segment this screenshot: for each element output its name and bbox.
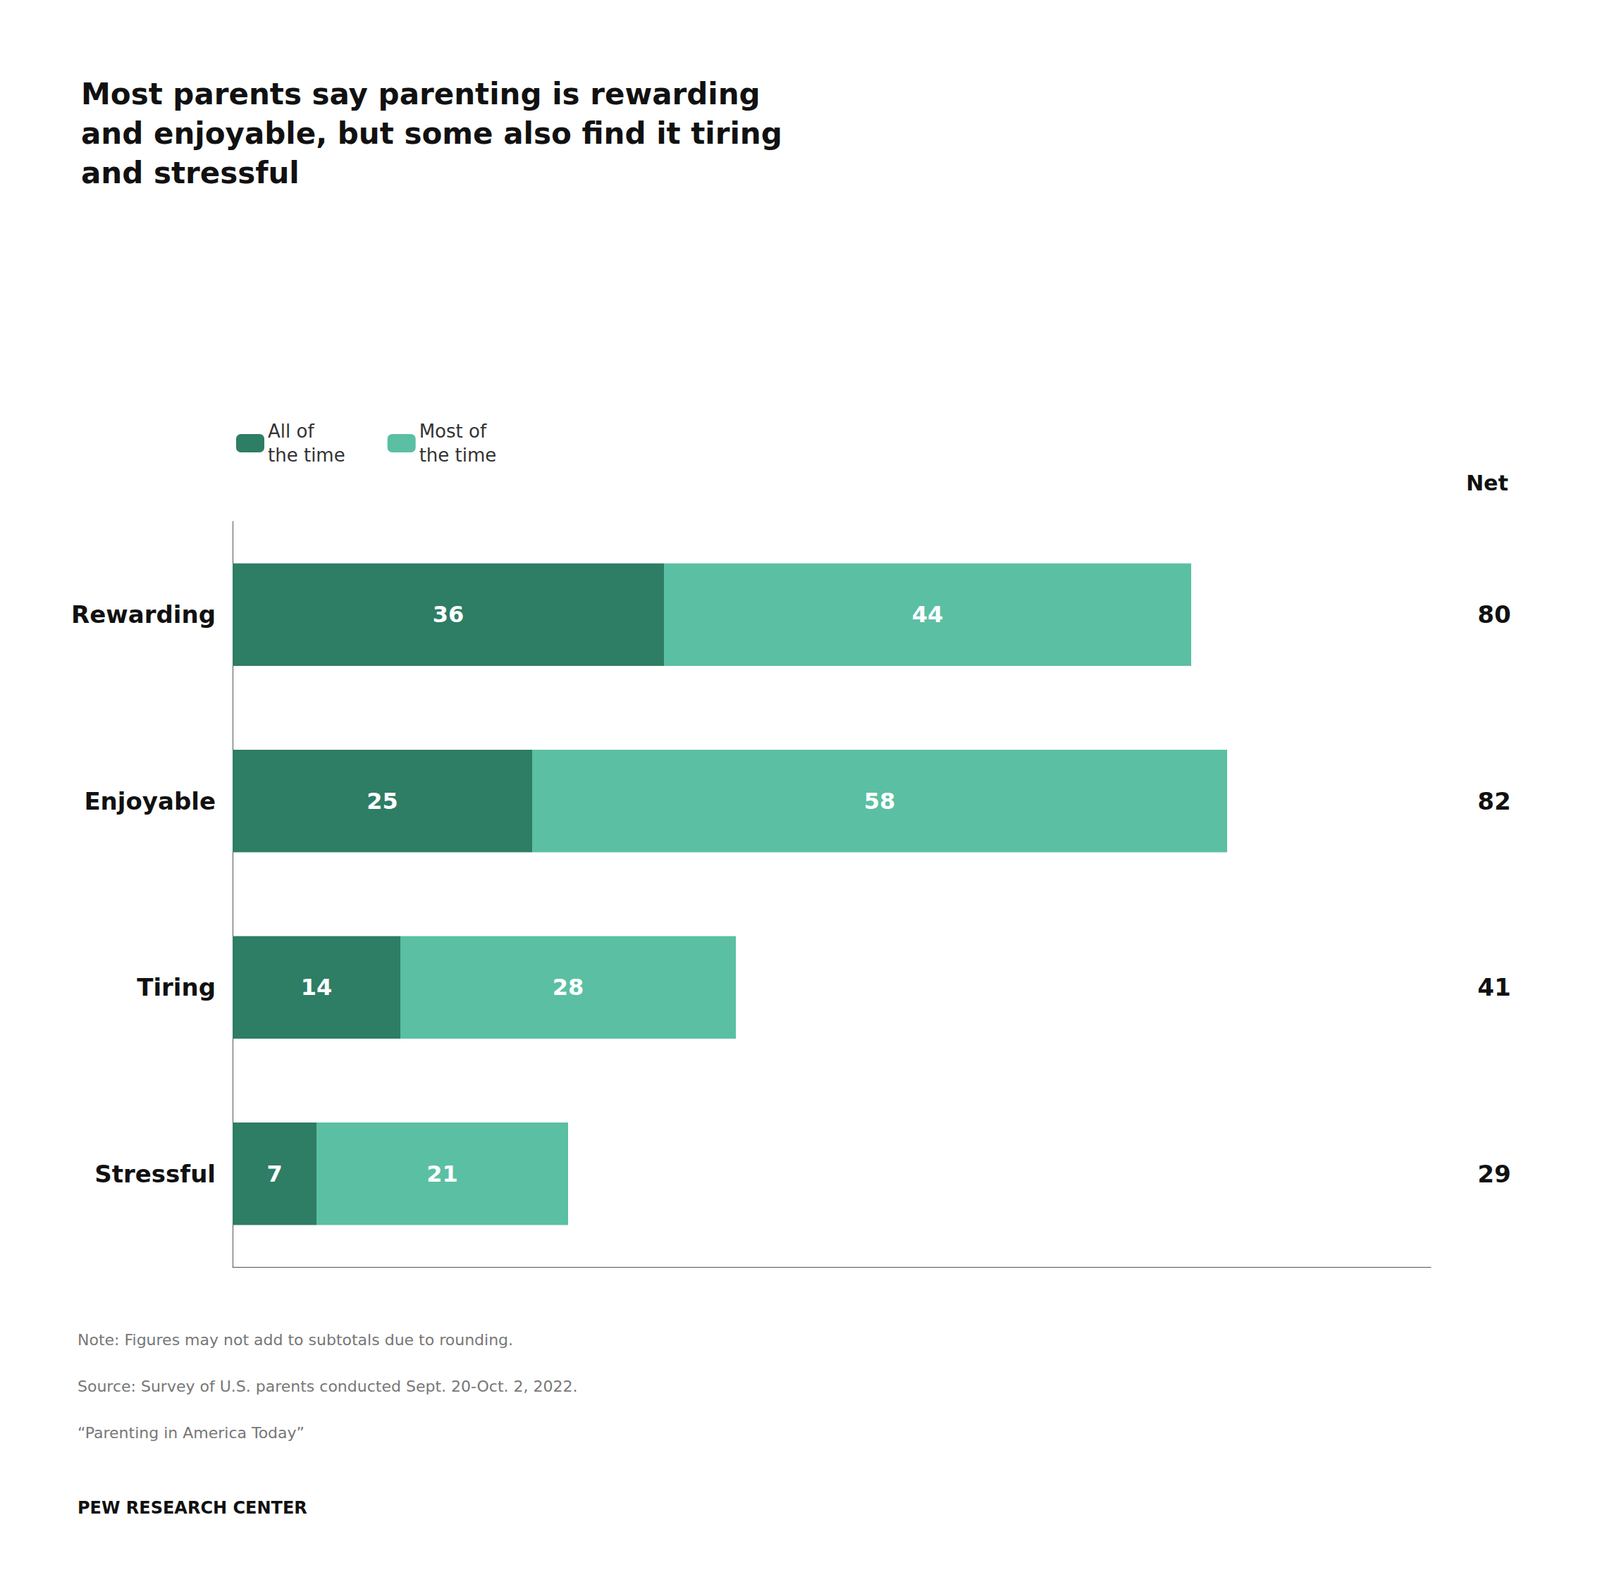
svg-text:Tiring: Tiring xyxy=(136,973,216,1002)
svg-text:PEW RESEARCH CENTER: PEW RESEARCH CENTER xyxy=(77,1498,308,1519)
svg-text:Most of: Most of xyxy=(419,420,488,442)
svg-text:Stressful: Stressful xyxy=(94,1160,216,1189)
svg-text:Note: Figures may not add to s: Note: Figures may not add to subtotals d… xyxy=(77,1331,514,1350)
svg-text:82: 82 xyxy=(1477,787,1511,816)
svg-text:the time: the time xyxy=(419,444,497,466)
svg-text:the time: the time xyxy=(267,444,346,466)
svg-text:21: 21 xyxy=(426,1160,459,1188)
svg-text:36: 36 xyxy=(432,601,465,629)
svg-text:Rewarding: Rewarding xyxy=(71,600,216,629)
svg-text:7: 7 xyxy=(266,1160,282,1188)
svg-text:80: 80 xyxy=(1477,600,1511,629)
svg-text:Net: Net xyxy=(1466,470,1509,496)
svg-text:41: 41 xyxy=(1477,973,1511,1002)
svg-text:Source: Survey of U.S. parents: Source: Survey of U.S. parents conducted… xyxy=(77,1377,578,1396)
svg-text:29: 29 xyxy=(1477,1160,1511,1189)
svg-text:28: 28 xyxy=(552,974,585,1001)
svg-text:58: 58 xyxy=(864,788,896,815)
svg-text:14: 14 xyxy=(300,974,333,1001)
svg-text:Most parents say parenting is: Most parents say parenting is rewarding xyxy=(81,76,761,112)
svg-text:and enjoyable, but some also f: and enjoyable, but some also find it tir… xyxy=(81,116,783,151)
svg-text:and stressful: and stressful xyxy=(81,155,300,191)
svg-text:All of: All of xyxy=(267,420,315,442)
svg-text:Enjoyable: Enjoyable xyxy=(83,787,216,816)
svg-text:44: 44 xyxy=(912,601,944,629)
svg-text:25: 25 xyxy=(366,788,399,815)
svg-text:“Parenting in America Today”: “Parenting in America Today” xyxy=(77,1424,305,1443)
